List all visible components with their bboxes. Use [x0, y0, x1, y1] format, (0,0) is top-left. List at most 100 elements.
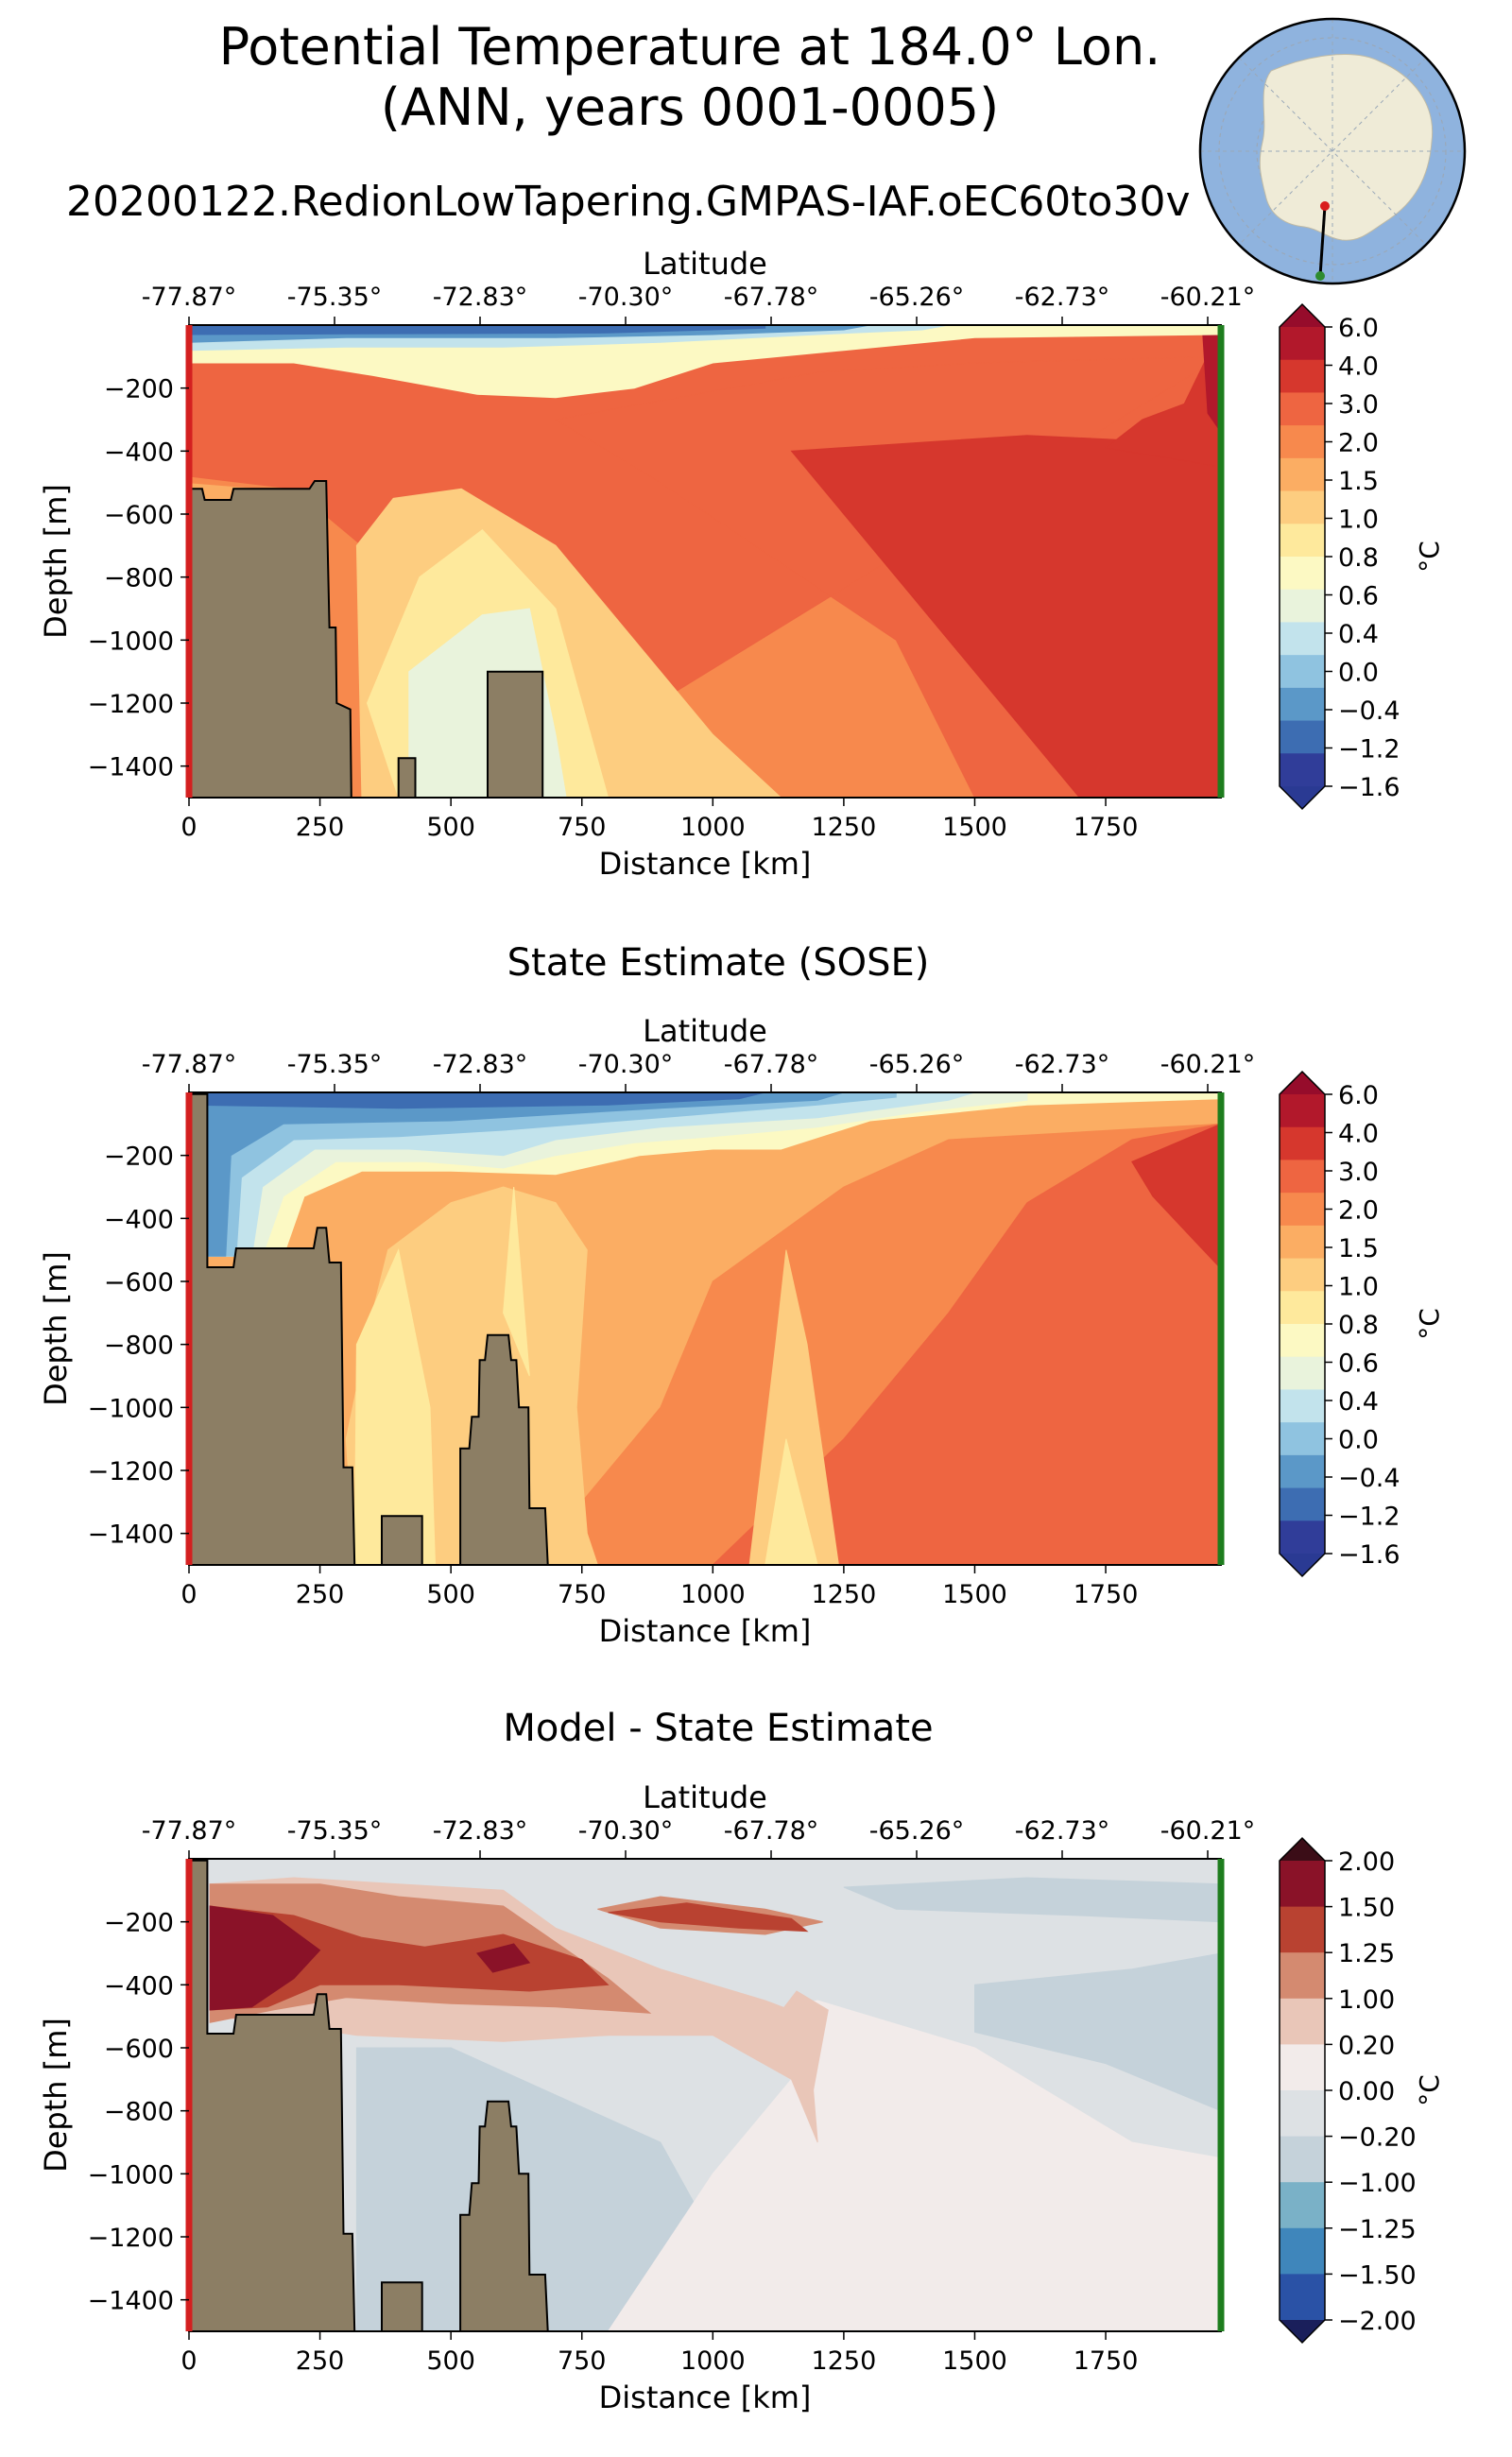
bathymetry-shelf — [189, 1092, 356, 1565]
contour-band — [974, 1952, 1221, 2112]
colorbar-tick-label: −1.6 — [1338, 773, 1400, 802]
lat-tick-label: -70.30° — [578, 1816, 674, 1846]
colorbar-band — [1280, 1324, 1325, 1358]
contour-band — [209, 1905, 610, 2011]
contour-band — [353, 1248, 437, 1565]
contour-band — [189, 1092, 765, 1109]
colorbar-tick-label: 1.00 — [1338, 1985, 1395, 2015]
colorbar-tick-label: 4.0 — [1338, 1120, 1379, 1149]
lat-tick-label: -65.26° — [869, 1816, 965, 1846]
x-tick-label: 500 — [426, 2346, 475, 2376]
colorbar-tick-label: −1.2 — [1338, 735, 1400, 765]
colorbar-label: °C — [1414, 1308, 1445, 1340]
contour-field — [189, 1092, 1221, 1565]
colorbar-band — [1280, 753, 1325, 787]
lat-tick-label: -60.21° — [1160, 1816, 1256, 1846]
colorbar-max-arrow — [1280, 304, 1325, 327]
x-axis-label: Distance [km] — [599, 1613, 812, 1649]
colorbar-band — [1280, 1906, 1325, 1953]
colorbar-band — [1280, 1389, 1325, 1423]
colorbar-tick-label: 0.4 — [1338, 620, 1379, 649]
colorbar-tick-label: −2.00 — [1338, 2307, 1417, 2336]
bathymetry-ridge — [459, 1333, 549, 1565]
contour-band — [712, 1123, 1221, 1565]
colorbar-tick-label: 1.50 — [1338, 1894, 1395, 1923]
colorbar-band — [1280, 2136, 1325, 2183]
lat-tick-label: -67.78° — [724, 1816, 819, 1846]
y-tick-label: −200 — [104, 375, 174, 404]
colorbar-tick-label: 0.8 — [1338, 1311, 1379, 1340]
colorbar-band — [1280, 425, 1325, 459]
lat-tick-label: -75.35° — [287, 1050, 383, 1079]
lat-tick-label: -70.30° — [578, 1050, 674, 1079]
lat-tick-label: -70.30° — [578, 283, 674, 312]
colorbar-band — [1280, 524, 1325, 558]
y-axis-label: Depth [m] — [38, 484, 74, 639]
y-tick-label: −1200 — [88, 690, 174, 719]
colorbar-band — [1280, 1998, 1325, 2045]
contour-band — [748, 1249, 839, 1565]
colorbar-band — [1280, 1454, 1325, 1489]
y-tick-label: −800 — [104, 2098, 174, 2127]
lat-tick-label: -77.87° — [142, 283, 237, 312]
x-tick-label: 500 — [426, 1580, 475, 1609]
colorbar-band — [1280, 2044, 1325, 2091]
colorbar-min-arrow — [1280, 786, 1325, 809]
x-tick-label: 1250 — [812, 2346, 877, 2376]
colorbar-band — [1280, 1126, 1325, 1160]
colorbar-tick-label: 0.20 — [1338, 2031, 1395, 2060]
chart-panel-1: 0 250 500 750 1000 1250 1500 1750 Distance [km] −… — [38, 246, 1445, 882]
x-tick-label: 1500 — [942, 813, 1007, 842]
colorbar-band — [1280, 1861, 1325, 1908]
contour-band — [843, 1877, 1221, 1923]
x-tick-label: 750 — [558, 813, 607, 842]
colorbar-tick-label: 0.6 — [1338, 582, 1379, 611]
lat-tick-label: -77.87° — [142, 1050, 237, 1079]
lat-tick-label: -72.83° — [433, 1050, 528, 1079]
section-end-marker — [1315, 271, 1325, 281]
colorbar-band — [1280, 359, 1325, 393]
contour-field — [189, 325, 1221, 798]
lat-tick-label: -72.83° — [433, 1816, 528, 1846]
y-tick-label: −400 — [104, 1205, 174, 1234]
contour-band — [790, 435, 1221, 798]
colorbar-tick-label: 6.0 — [1338, 314, 1379, 343]
colorbar-band — [1280, 1952, 1325, 2000]
figure-subtitle: 20200122.RedionLowTapering.GMPAS-IAF.oEC… — [66, 178, 1191, 226]
colorbar-tick-label: −0.4 — [1338, 696, 1400, 726]
colorbar-tick-label: 6.0 — [1338, 1081, 1379, 1110]
colorbar-tick-label: −0.20 — [1338, 2123, 1417, 2153]
colorbar-band — [1280, 1193, 1325, 1227]
contour-band — [476, 1943, 531, 1973]
colorbar-band — [1280, 622, 1325, 656]
x-tick-label: 1500 — [942, 2346, 1007, 2376]
colorbar-tick-label: 2.00 — [1338, 1847, 1395, 1877]
colorbar-tick-label: 3.0 — [1338, 390, 1379, 420]
lat-tick-label: -75.35° — [287, 1816, 383, 1846]
colorbar-band — [1280, 490, 1325, 524]
colorbar-band — [1280, 655, 1325, 689]
colorbar-band — [1280, 1258, 1325, 1292]
section-start-marker — [1320, 201, 1330, 211]
x-tick-label: 250 — [296, 2346, 345, 2376]
x-axis-label: Distance [km] — [599, 846, 812, 882]
colorbar-band — [1280, 1356, 1325, 1390]
colorbar-band — [1280, 1225, 1325, 1260]
y-tick-label: −200 — [104, 1909, 174, 1938]
y-tick-label: −600 — [104, 2035, 174, 2064]
contour-field — [189, 1859, 1221, 2331]
x-tick-label: 0 — [180, 813, 197, 842]
colorbar-tick-label: 0.6 — [1338, 1349, 1379, 1379]
y-tick-label: −800 — [104, 564, 174, 593]
colorbar-band — [1280, 392, 1325, 426]
y-tick-label: −1000 — [88, 1394, 174, 1423]
colorbar-tick-label: 1.5 — [1338, 467, 1379, 496]
colorbar-tick-label: 0.0 — [1338, 1426, 1379, 1455]
figure-title: Potential Temperature at 184.0° Lon. (AN… — [0, 17, 1380, 138]
antarctica-polar-map-icon — [1200, 19, 1465, 284]
chart-panel-3: 0 250 500 750 1000 1250 1500 1750 Distance [km] −… — [38, 1779, 1445, 2415]
contour-band — [1131, 1123, 1221, 1270]
y-tick-label: −600 — [104, 1268, 174, 1297]
colorbar-band — [1280, 1291, 1325, 1325]
